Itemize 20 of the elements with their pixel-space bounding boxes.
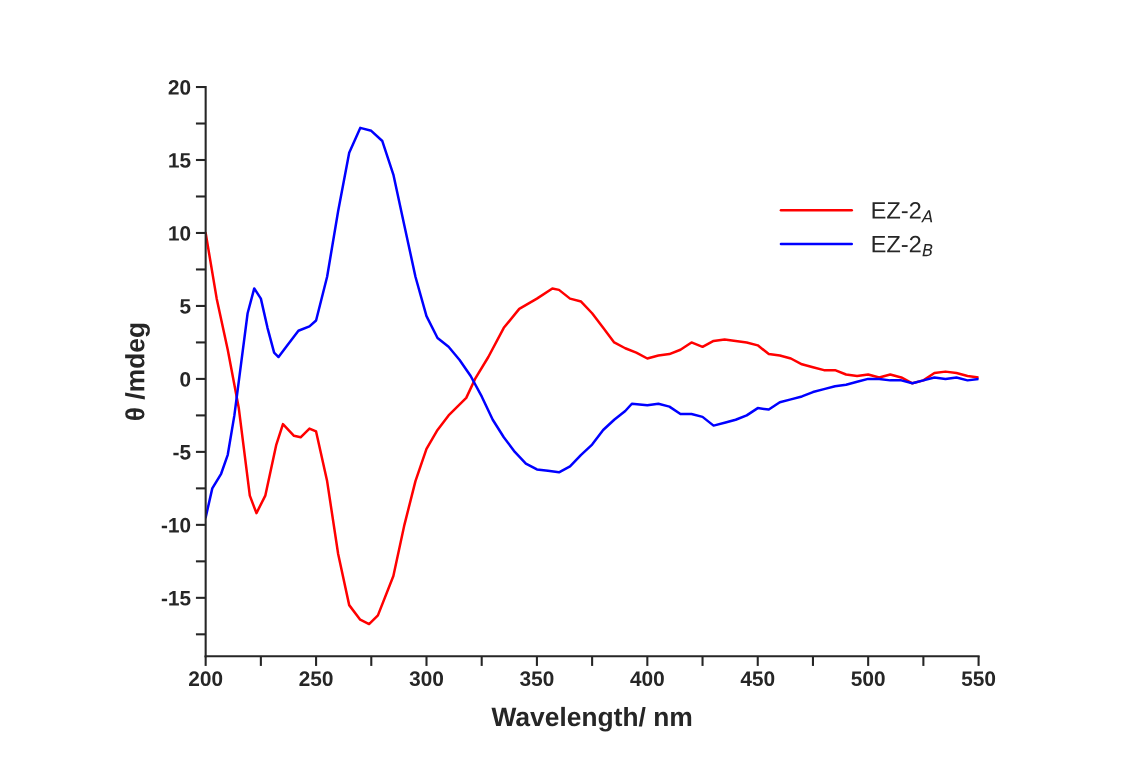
x-tick-label: 500	[851, 671, 885, 687]
x-axis-title: Wavelength/ nm	[491, 706, 692, 732]
x-tick-label: 300	[409, 671, 444, 687]
y-tick-label: 20	[168, 80, 191, 95]
x-tick-label: 250	[299, 671, 333, 687]
y-tick-label: -15	[161, 591, 191, 606]
y-tick-label: 0	[180, 371, 191, 387]
x-tick-label: 400	[630, 671, 664, 687]
y-tick-label: 15	[169, 153, 191, 168]
x-tick-label: 450	[740, 671, 775, 687]
y-tick-label: -5	[173, 445, 191, 460]
legend-label: EZ-2$_{A}$	[872, 201, 933, 223]
x-tick-label: 550	[961, 671, 996, 687]
y-tick-label: 10	[169, 225, 191, 241]
x-tick-label: 350	[520, 671, 554, 687]
x-tick-label: 200	[189, 671, 223, 687]
legend-label: EZ-2$_{B}$	[872, 235, 933, 257]
y-tick-label: 5	[180, 299, 191, 314]
y-axis-title: θ /mdeg	[125, 323, 150, 421]
y-tick-label: -10	[161, 517, 191, 533]
